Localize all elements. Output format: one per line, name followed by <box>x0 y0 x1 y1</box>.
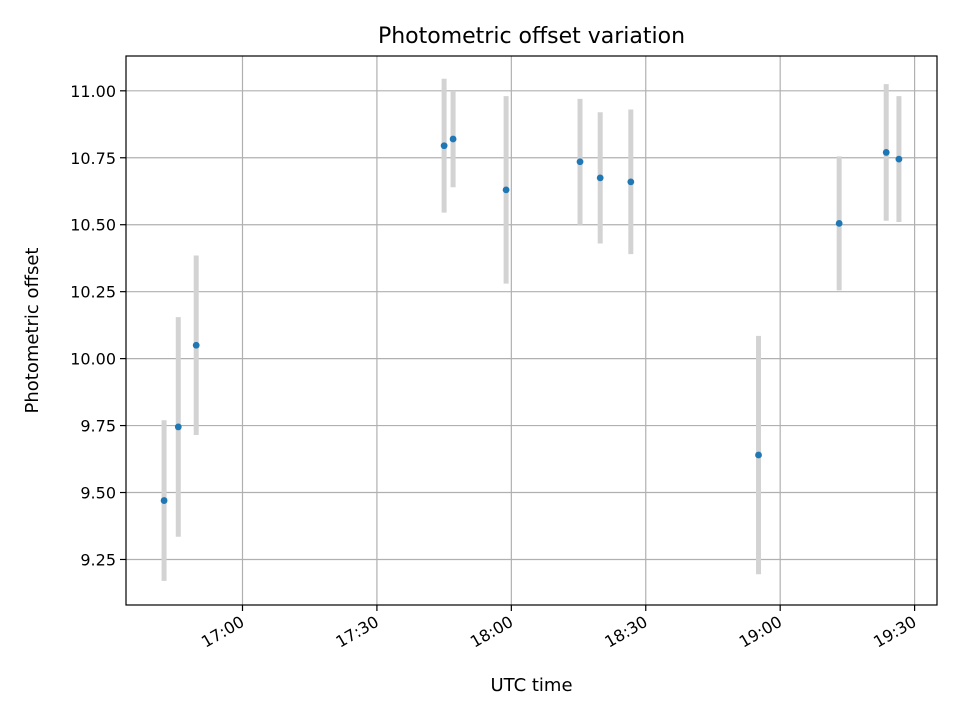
data-point <box>755 451 762 459</box>
y-axis-label: Photometric offset <box>22 248 43 414</box>
point-layer <box>160 135 903 504</box>
data-point <box>882 149 890 156</box>
x-tick-label: 17:00 <box>198 612 247 652</box>
data-point <box>160 497 168 504</box>
y-tick-label: 10.00 <box>70 350 116 369</box>
x-axis-label: UTC time <box>490 675 572 696</box>
y-tick-label: 9.25 <box>80 550 116 569</box>
grid-layer <box>126 56 937 605</box>
y-tick-label: 10.25 <box>70 283 116 302</box>
data-point <box>627 178 635 186</box>
x-tick-label: 18:00 <box>467 612 516 652</box>
x-tick-label: 18:30 <box>601 612 650 652</box>
y-tick-label: 11.00 <box>70 82 116 101</box>
data-point <box>449 135 457 143</box>
data-point <box>440 142 448 150</box>
x-tick-label: 19:30 <box>870 612 919 652</box>
errorbar-layer <box>161 78 902 581</box>
x-tick-label: 17:30 <box>332 612 381 652</box>
chart-title: Photometric offset variation <box>378 24 685 49</box>
data-point <box>835 219 843 227</box>
plot-frame <box>125 55 938 606</box>
y-tick-label: 10.50 <box>70 216 116 235</box>
data-point <box>576 158 584 166</box>
data-point <box>192 341 200 349</box>
y-tick-label: 9.50 <box>80 484 116 503</box>
data-point <box>895 155 903 163</box>
data-point <box>174 423 182 431</box>
y-tick-label: 10.75 <box>70 149 116 168</box>
x-tick-label: 19:00 <box>736 612 785 652</box>
data-point <box>502 186 510 194</box>
data-point <box>596 174 604 182</box>
y-tick-label: 9.75 <box>80 417 116 436</box>
